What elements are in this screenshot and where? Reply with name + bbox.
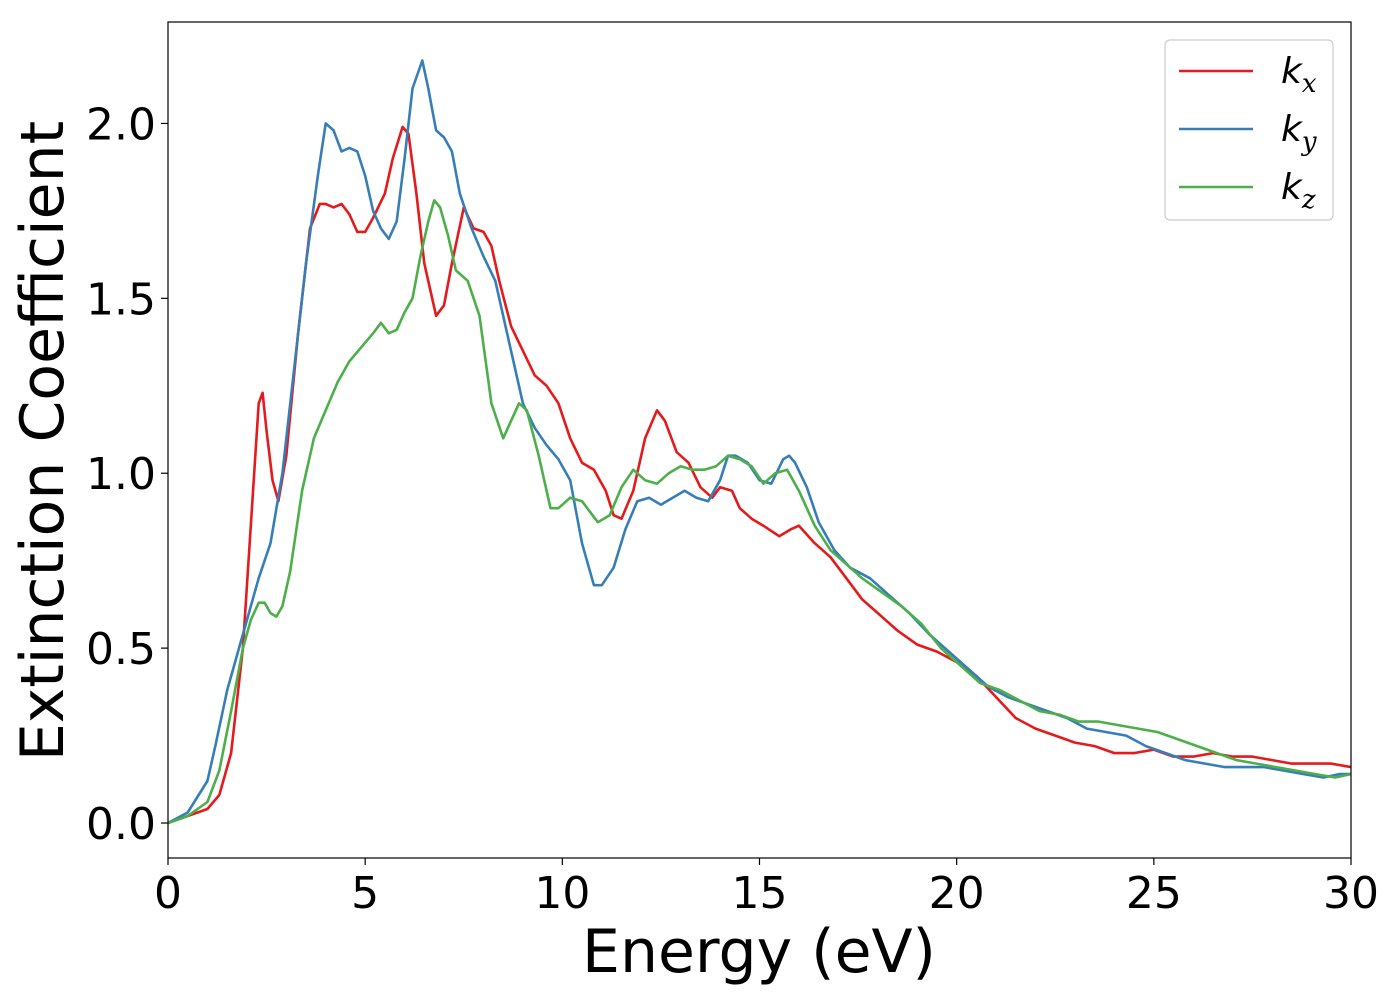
axes-layer: 0 5 10 15 20 25 30 0.0 0.5 1.0 1.5 2.0	[86, 21, 1379, 919]
series-layer	[168, 59, 1351, 825]
series-line-x	[168, 125, 1351, 825]
x-tick-label: 25	[1126, 868, 1182, 919]
x-tick-label: 0	[154, 868, 182, 919]
x-tick-label: 10	[534, 868, 590, 919]
y-tick-label: 2.0	[86, 99, 156, 150]
legend-label-x: kx	[1281, 51, 1317, 99]
y-tick-label: 1.0	[86, 449, 156, 500]
x-tick-label: 30	[1323, 868, 1379, 919]
series-line-z	[168, 199, 1351, 825]
x-tick-label: 5	[351, 868, 379, 919]
x-tick-label: 15	[732, 868, 788, 919]
y-tick-label: 1.5	[86, 274, 156, 325]
y-tick-label: 0.0	[86, 799, 156, 850]
y-axis-title: Extinction Coefficient	[8, 121, 78, 761]
x-tick-label: 20	[929, 868, 985, 919]
y-tick-label: 0.5	[86, 624, 156, 675]
x-axis-title: Energy (eV)	[582, 917, 936, 987]
